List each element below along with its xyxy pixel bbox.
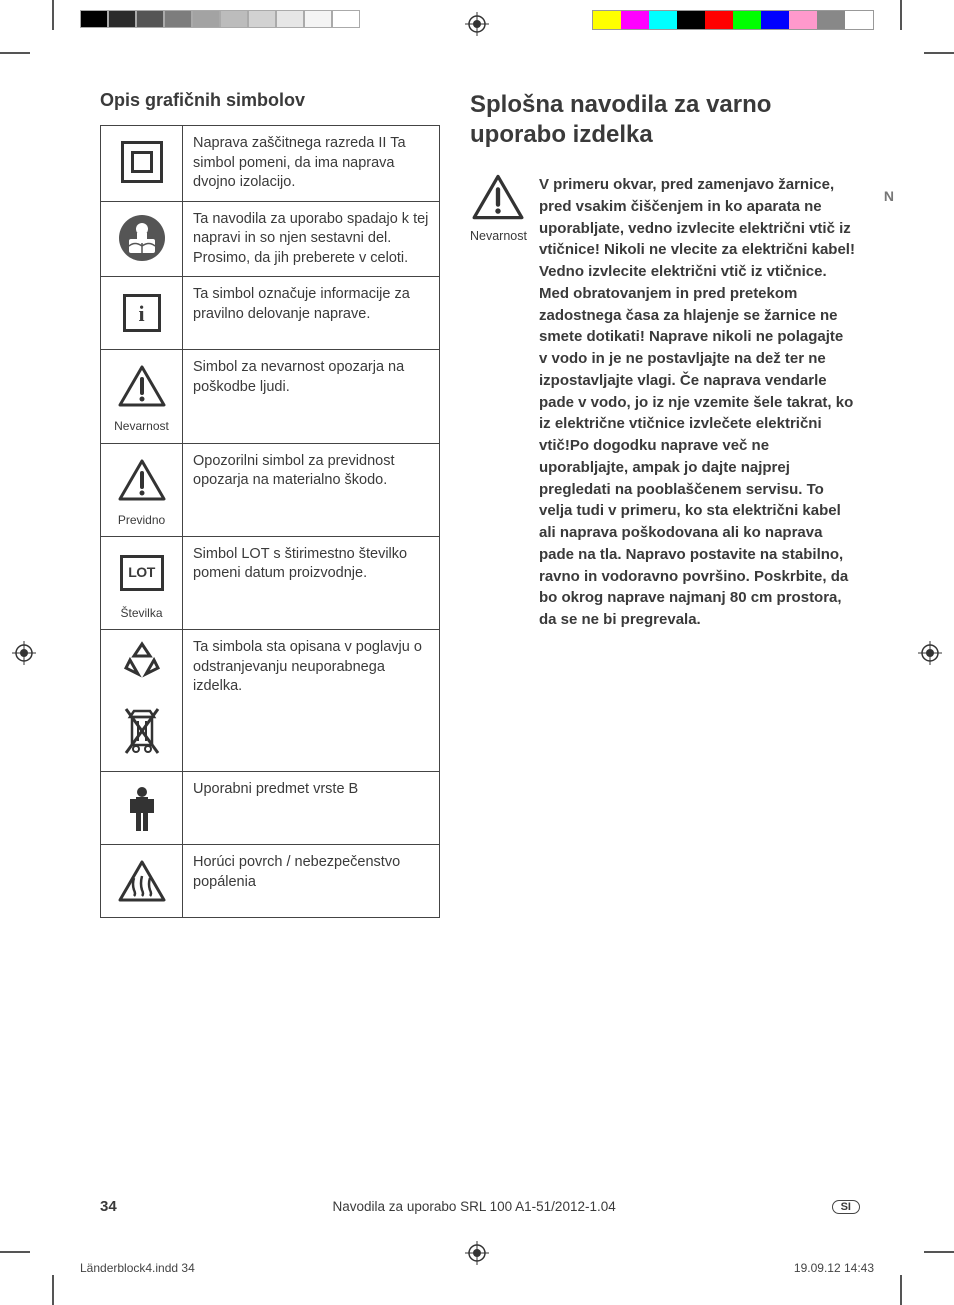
- hot-surface-icon: [111, 853, 172, 909]
- table-row: Ta navodila za uporabo spadajo k tej nap…: [101, 201, 440, 277]
- lot-number-icon: LOT: [111, 545, 172, 601]
- crop-mark: [900, 0, 902, 30]
- caution-triangle-icon: [111, 452, 172, 508]
- table-row: i Ta simbol označuje informacije za prav…: [101, 277, 440, 350]
- crop-mark: [924, 52, 954, 54]
- crop-mark: [52, 1275, 54, 1305]
- read-manual-icon: [111, 210, 172, 266]
- table-row: Horúci povrch / nebezpečenstvo popálenia: [101, 845, 440, 918]
- grayscale-calibration-strip: [80, 10, 360, 28]
- page-content: Opis grafičnih simbolov Naprava zaščitne…: [100, 90, 860, 918]
- page-footer: 34 Navodila za uporabo SRL 100 A1-51/201…: [100, 1198, 860, 1215]
- icon-caption: Previdno: [111, 512, 172, 528]
- slug-file: Länderblock4.indd 34: [80, 1261, 195, 1275]
- symbol-table: Naprava zaščitnega razreda II Ta simbol …: [100, 125, 440, 918]
- color-calibration-strip: [592, 10, 874, 30]
- symbol-desc: Ta simbola sta opisana v poglavju o odst…: [183, 629, 440, 771]
- symbol-desc: Simbol za nevarnost opozarja na poškodbe…: [183, 350, 440, 443]
- info-icon: i: [111, 285, 172, 341]
- danger-body-text: V primeru okvar, pred zamenjavo žarnice,…: [539, 174, 855, 631]
- symbol-desc: Ta navodila za uporabo spadajo k tej nap…: [183, 201, 440, 277]
- registration-mark-icon: [465, 12, 489, 36]
- left-heading: Opis grafičnih simbolov: [100, 90, 440, 111]
- table-row: Nevarnost Simbol za nevarnost opozarja n…: [101, 350, 440, 443]
- symbol-desc: Opozorilni simbol za previdnost opozarja…: [183, 443, 440, 536]
- table-row: Ta simbola sta opisana v poglavju o odst…: [101, 629, 440, 771]
- table-row: Previdno Opozorilni simbol za previdnost…: [101, 443, 440, 536]
- danger-caption: Nevarnost: [470, 229, 527, 243]
- crop-mark: [924, 1251, 954, 1253]
- type-b-applied-part-icon: [111, 780, 172, 836]
- crop-mark: [52, 0, 54, 30]
- crop-mark: [900, 1275, 902, 1305]
- symbol-desc: Ta simbol označuje informacije za pravil…: [183, 277, 440, 350]
- recycle-icon: [120, 638, 164, 689]
- margin-letter: N: [884, 188, 894, 204]
- danger-triangle-icon: [470, 174, 527, 225]
- class2-insulation-icon: [111, 134, 172, 190]
- weee-bin-icon: [120, 705, 164, 764]
- language-badge: SI: [832, 1200, 860, 1214]
- table-row: LOT Številka Simbol LOT s štirimestno št…: [101, 536, 440, 629]
- icon-caption: Nevarnost: [111, 418, 172, 434]
- danger-triangle-icon: [111, 358, 172, 414]
- icon-caption: Številka: [111, 605, 172, 621]
- table-row: Naprava zaščitnega razreda II Ta simbol …: [101, 126, 440, 202]
- crop-mark: [0, 1251, 30, 1253]
- print-slug: Länderblock4.indd 34 19.09.12 14:43: [80, 1261, 874, 1275]
- symbol-desc: Naprava zaščitnega razreda II Ta simbol …: [183, 126, 440, 202]
- symbol-desc: Uporabni predmet vrste B: [183, 772, 440, 845]
- crop-mark: [0, 52, 30, 54]
- registration-mark-icon: [918, 641, 942, 665]
- table-row: Uporabni predmet vrste B: [101, 772, 440, 845]
- slug-datetime: 19.09.12 14:43: [794, 1261, 874, 1275]
- registration-mark-icon: [12, 641, 36, 665]
- symbol-desc: Horúci povrch / nebezpečenstvo popálenia: [183, 845, 440, 918]
- symbol-desc: Simbol LOT s štirimestno številko pomeni…: [183, 536, 440, 629]
- right-heading: Splošna navodila za varno uporabo izdelk…: [470, 90, 855, 150]
- footer-title: Navodila za uporabo SRL 100 A1-51/2012-1…: [117, 1199, 832, 1214]
- page-number: 34: [100, 1198, 117, 1215]
